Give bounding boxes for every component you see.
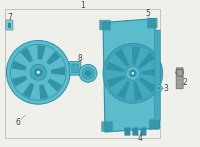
FancyBboxPatch shape (69, 62, 81, 75)
Wedge shape (142, 68, 160, 76)
Wedge shape (51, 67, 65, 75)
FancyBboxPatch shape (147, 18, 157, 28)
FancyBboxPatch shape (133, 128, 138, 135)
Text: 4: 4 (137, 133, 142, 143)
Circle shape (103, 44, 163, 103)
Wedge shape (138, 52, 155, 68)
Circle shape (34, 68, 42, 76)
Wedge shape (12, 61, 27, 71)
Wedge shape (39, 84, 48, 99)
Wedge shape (12, 75, 27, 87)
Circle shape (79, 64, 97, 82)
FancyBboxPatch shape (154, 30, 160, 121)
FancyBboxPatch shape (101, 122, 112, 132)
Text: 1: 1 (80, 1, 84, 10)
Wedge shape (132, 46, 140, 65)
Wedge shape (139, 77, 157, 93)
Wedge shape (37, 45, 46, 60)
Text: 7: 7 (7, 13, 12, 22)
FancyBboxPatch shape (125, 128, 130, 135)
Text: 3: 3 (163, 84, 168, 93)
Bar (5, 9, 160, 138)
Circle shape (155, 85, 162, 92)
Circle shape (82, 67, 94, 79)
Text: 5: 5 (145, 9, 150, 18)
Polygon shape (103, 19, 160, 132)
Wedge shape (22, 83, 34, 98)
Bar (8, 22, 11, 27)
Wedge shape (107, 76, 125, 88)
Text: 6: 6 (16, 118, 21, 127)
Wedge shape (117, 81, 130, 99)
FancyBboxPatch shape (6, 20, 13, 30)
Circle shape (6, 40, 70, 104)
Wedge shape (46, 51, 61, 65)
Circle shape (30, 64, 46, 80)
Circle shape (85, 70, 91, 76)
Text: 2: 2 (182, 78, 187, 87)
Wedge shape (47, 78, 62, 92)
Wedge shape (115, 49, 129, 67)
FancyBboxPatch shape (149, 120, 159, 130)
Text: 8: 8 (78, 54, 82, 63)
Circle shape (37, 71, 40, 74)
Circle shape (132, 72, 134, 75)
Circle shape (126, 66, 140, 80)
Circle shape (129, 70, 136, 77)
Circle shape (157, 87, 160, 90)
FancyBboxPatch shape (100, 20, 110, 30)
Wedge shape (20, 48, 33, 63)
Wedge shape (106, 62, 125, 72)
FancyBboxPatch shape (72, 64, 78, 73)
FancyBboxPatch shape (176, 68, 183, 89)
Wedge shape (133, 82, 143, 100)
FancyBboxPatch shape (141, 128, 146, 135)
